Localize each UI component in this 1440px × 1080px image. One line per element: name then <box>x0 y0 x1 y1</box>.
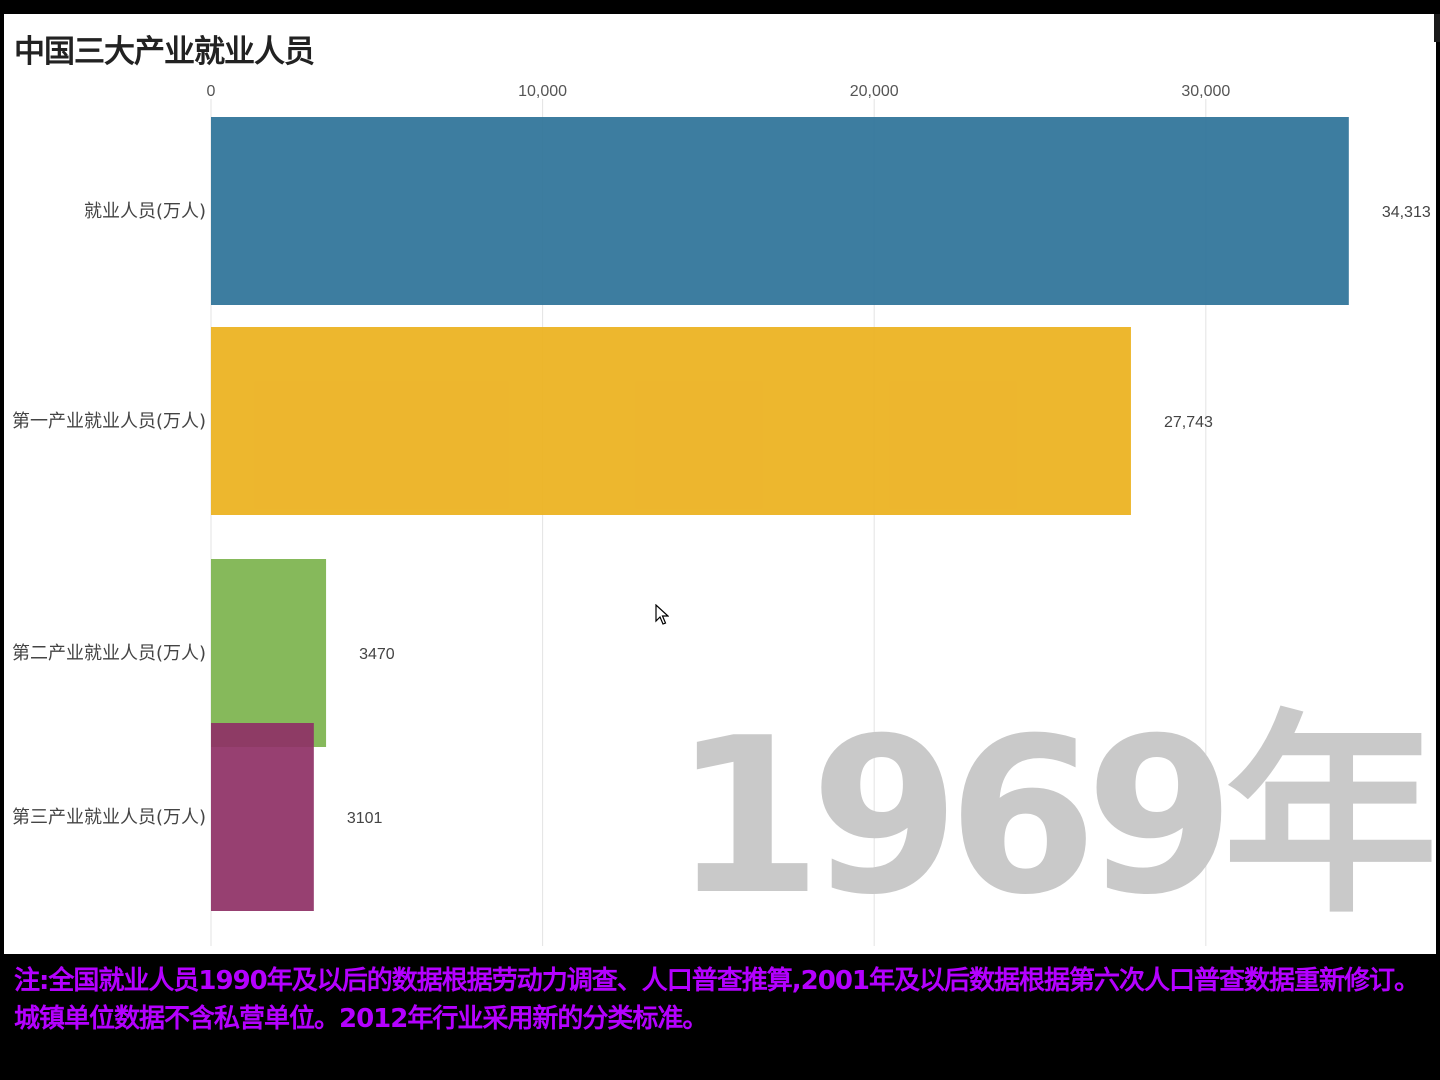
bar-chart: 0 10,000 20,000 30,000 就业人员(万人) 34,313 第一产业就业人… <box>12 83 1431 946</box>
category-label: 第一产业就业人员(万人) <box>12 411 206 432</box>
bar <box>211 327 1131 515</box>
x-tick-label: 30,000 <box>1181 83 1230 100</box>
chart-frame: 中国三大产业就业人员 0 10,000 20,000 30,000 就业人员(万人) 34… <box>4 14 1438 954</box>
value-label: 34,313 <box>1382 204 1431 221</box>
footnote-line-2: 城镇单位数据不含私营单位。2012年行业采用新的分类标准。 <box>14 1004 708 1034</box>
category-label: 就业人员(万人) <box>84 201 206 222</box>
value-label: 3470 <box>359 646 395 663</box>
x-tick-label: 0 <box>207 83 216 100</box>
year-watermark: 1969年 <box>672 691 1438 942</box>
value-label: 3101 <box>347 810 383 827</box>
bar <box>211 559 327 747</box>
chart-title: 中国三大产业就业人员 <box>14 34 315 70</box>
x-tick-label: 20,000 <box>850 83 899 100</box>
mouse-cursor-icon <box>655 604 669 625</box>
value-label: 27,743 <box>1164 414 1213 431</box>
bar <box>211 723 314 911</box>
scrollbar[interactable] <box>1434 14 1440 42</box>
category-label: 第三产业就业人员(万人) <box>12 807 206 828</box>
category-label: 第二产业就业人员(万人) <box>12 643 206 664</box>
bar <box>211 117 1349 305</box>
x-tick-label: 10,000 <box>518 83 567 100</box>
footnote-line-1: 注:全国就业人员1990年及以后的数据根据劳动力调查、人口普查推算,2001年及… <box>14 966 1420 996</box>
footnote: 注:全国就业人员1990年及以后的数据根据劳动力调查、人口普查推算,2001年及… <box>14 962 1434 1038</box>
